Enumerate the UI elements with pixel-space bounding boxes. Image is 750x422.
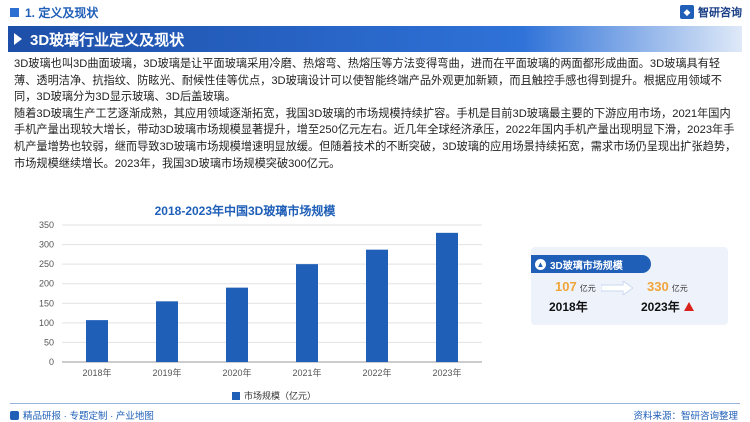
logo: ◆ 智研咨询	[680, 4, 742, 20]
from-number: 107	[555, 279, 577, 294]
y-tick-label: 200	[39, 279, 54, 289]
legend-swatch	[232, 391, 240, 400]
to-number: 330	[647, 279, 669, 294]
bar-2018年	[86, 320, 108, 362]
x-tick-label: 2023年	[432, 367, 461, 378]
header-bar: 1. 定义及现状	[0, 0, 750, 24]
legend-label: 市场规模（亿元）	[244, 391, 317, 401]
to-year: 2023年	[641, 300, 680, 314]
paragraph-definition: 3D玻璃也叫3D曲面玻璃，3D玻璃是让平面玻璃采用冷磨、热熔弯、热熔压等方法变得…	[14, 58, 722, 104]
bar-2022年	[366, 249, 388, 362]
x-tick-label: 2019年	[152, 367, 181, 378]
chart-title: 2018-2023年中国3D玻璃市场规模	[154, 204, 336, 218]
x-tick-label: 2021年	[292, 367, 321, 378]
section-square-icon	[10, 7, 19, 17]
bar-2020年	[226, 287, 248, 362]
x-tick-label: 2022年	[362, 367, 391, 378]
y-tick-label: 350	[39, 220, 54, 230]
title-arrow-icon	[14, 33, 22, 45]
chart-bars	[86, 232, 458, 362]
y-tick-label: 300	[39, 240, 54, 250]
paragraph-status: 随着3D玻璃生产工艺逐渐成熟，其应用领域逐渐拓宽，我国3D玻璃的市场规模持续扩容…	[14, 107, 737, 170]
chart-x-labels: 2018年 2019年 2020年 2021年 2022年 2023年	[82, 367, 461, 378]
from-year: 2018年	[549, 300, 588, 314]
x-tick-label: 2018年	[82, 367, 111, 378]
bar-chart: 0 50 100 150 200 250 300 350 2018年 2019年 2020年 202…	[39, 220, 482, 378]
to-year-wrap: 2023年	[641, 298, 694, 315]
bar-2019年	[156, 301, 178, 362]
chart-icon: ▲	[535, 258, 546, 270]
title-band: 3D玻璃行业定义及现状	[8, 26, 742, 52]
card-from-value: 107 亿元	[555, 279, 596, 294]
bar-2023年	[436, 232, 458, 362]
footer-left: 精品研报 · 专题定制 · 产业地图	[10, 408, 154, 422]
section-label: 1. 定义及现状	[10, 4, 98, 21]
y-tick-label: 250	[39, 259, 54, 269]
chart-y-ticks: 0 50 100 150 200 250 300 350	[39, 220, 54, 367]
market-size-card: ▲ 3D玻璃市场规模 107 亿元 330 亿元 2018年 2023年	[531, 247, 728, 325]
bar-2021年	[296, 264, 318, 362]
logo-text: 智研咨询	[698, 7, 742, 19]
x-tick-label: 2020年	[222, 367, 251, 378]
to-unit: 亿元	[671, 284, 688, 293]
card-header: ▲ 3D玻璃市场规模	[531, 255, 651, 273]
from-unit: 亿元	[579, 284, 596, 293]
footer-divider	[10, 403, 740, 404]
page-title: 3D玻璃行业定义及现状	[30, 31, 185, 49]
chart-legend: 市场规模（亿元）	[232, 389, 316, 402]
footer-source: 资料来源：智研咨询整理	[633, 411, 738, 422]
footer-logo-icon	[10, 410, 19, 420]
section-title: 1. 定义及现状	[25, 5, 99, 20]
logo-icon: ◆	[680, 5, 694, 19]
y-tick-label: 100	[39, 318, 54, 328]
card-to-value: 330 亿元	[647, 279, 688, 294]
y-tick-label: 150	[39, 298, 54, 308]
growth-arrow-icon	[601, 281, 633, 295]
up-arrow-icon	[683, 302, 694, 311]
chart-grid	[62, 224, 482, 363]
body-text: 3D玻璃也叫3D曲面玻璃，3D玻璃是让平面玻璃采用冷磨、热熔弯、热熔压等方法变得…	[14, 56, 740, 172]
footer-slogan: 精品研报 · 专题定制 · 产业地图	[23, 411, 154, 422]
y-tick-label: 50	[44, 337, 54, 347]
card-title: 3D玻璃市场规模	[550, 260, 623, 272]
y-tick-label: 0	[49, 357, 54, 367]
